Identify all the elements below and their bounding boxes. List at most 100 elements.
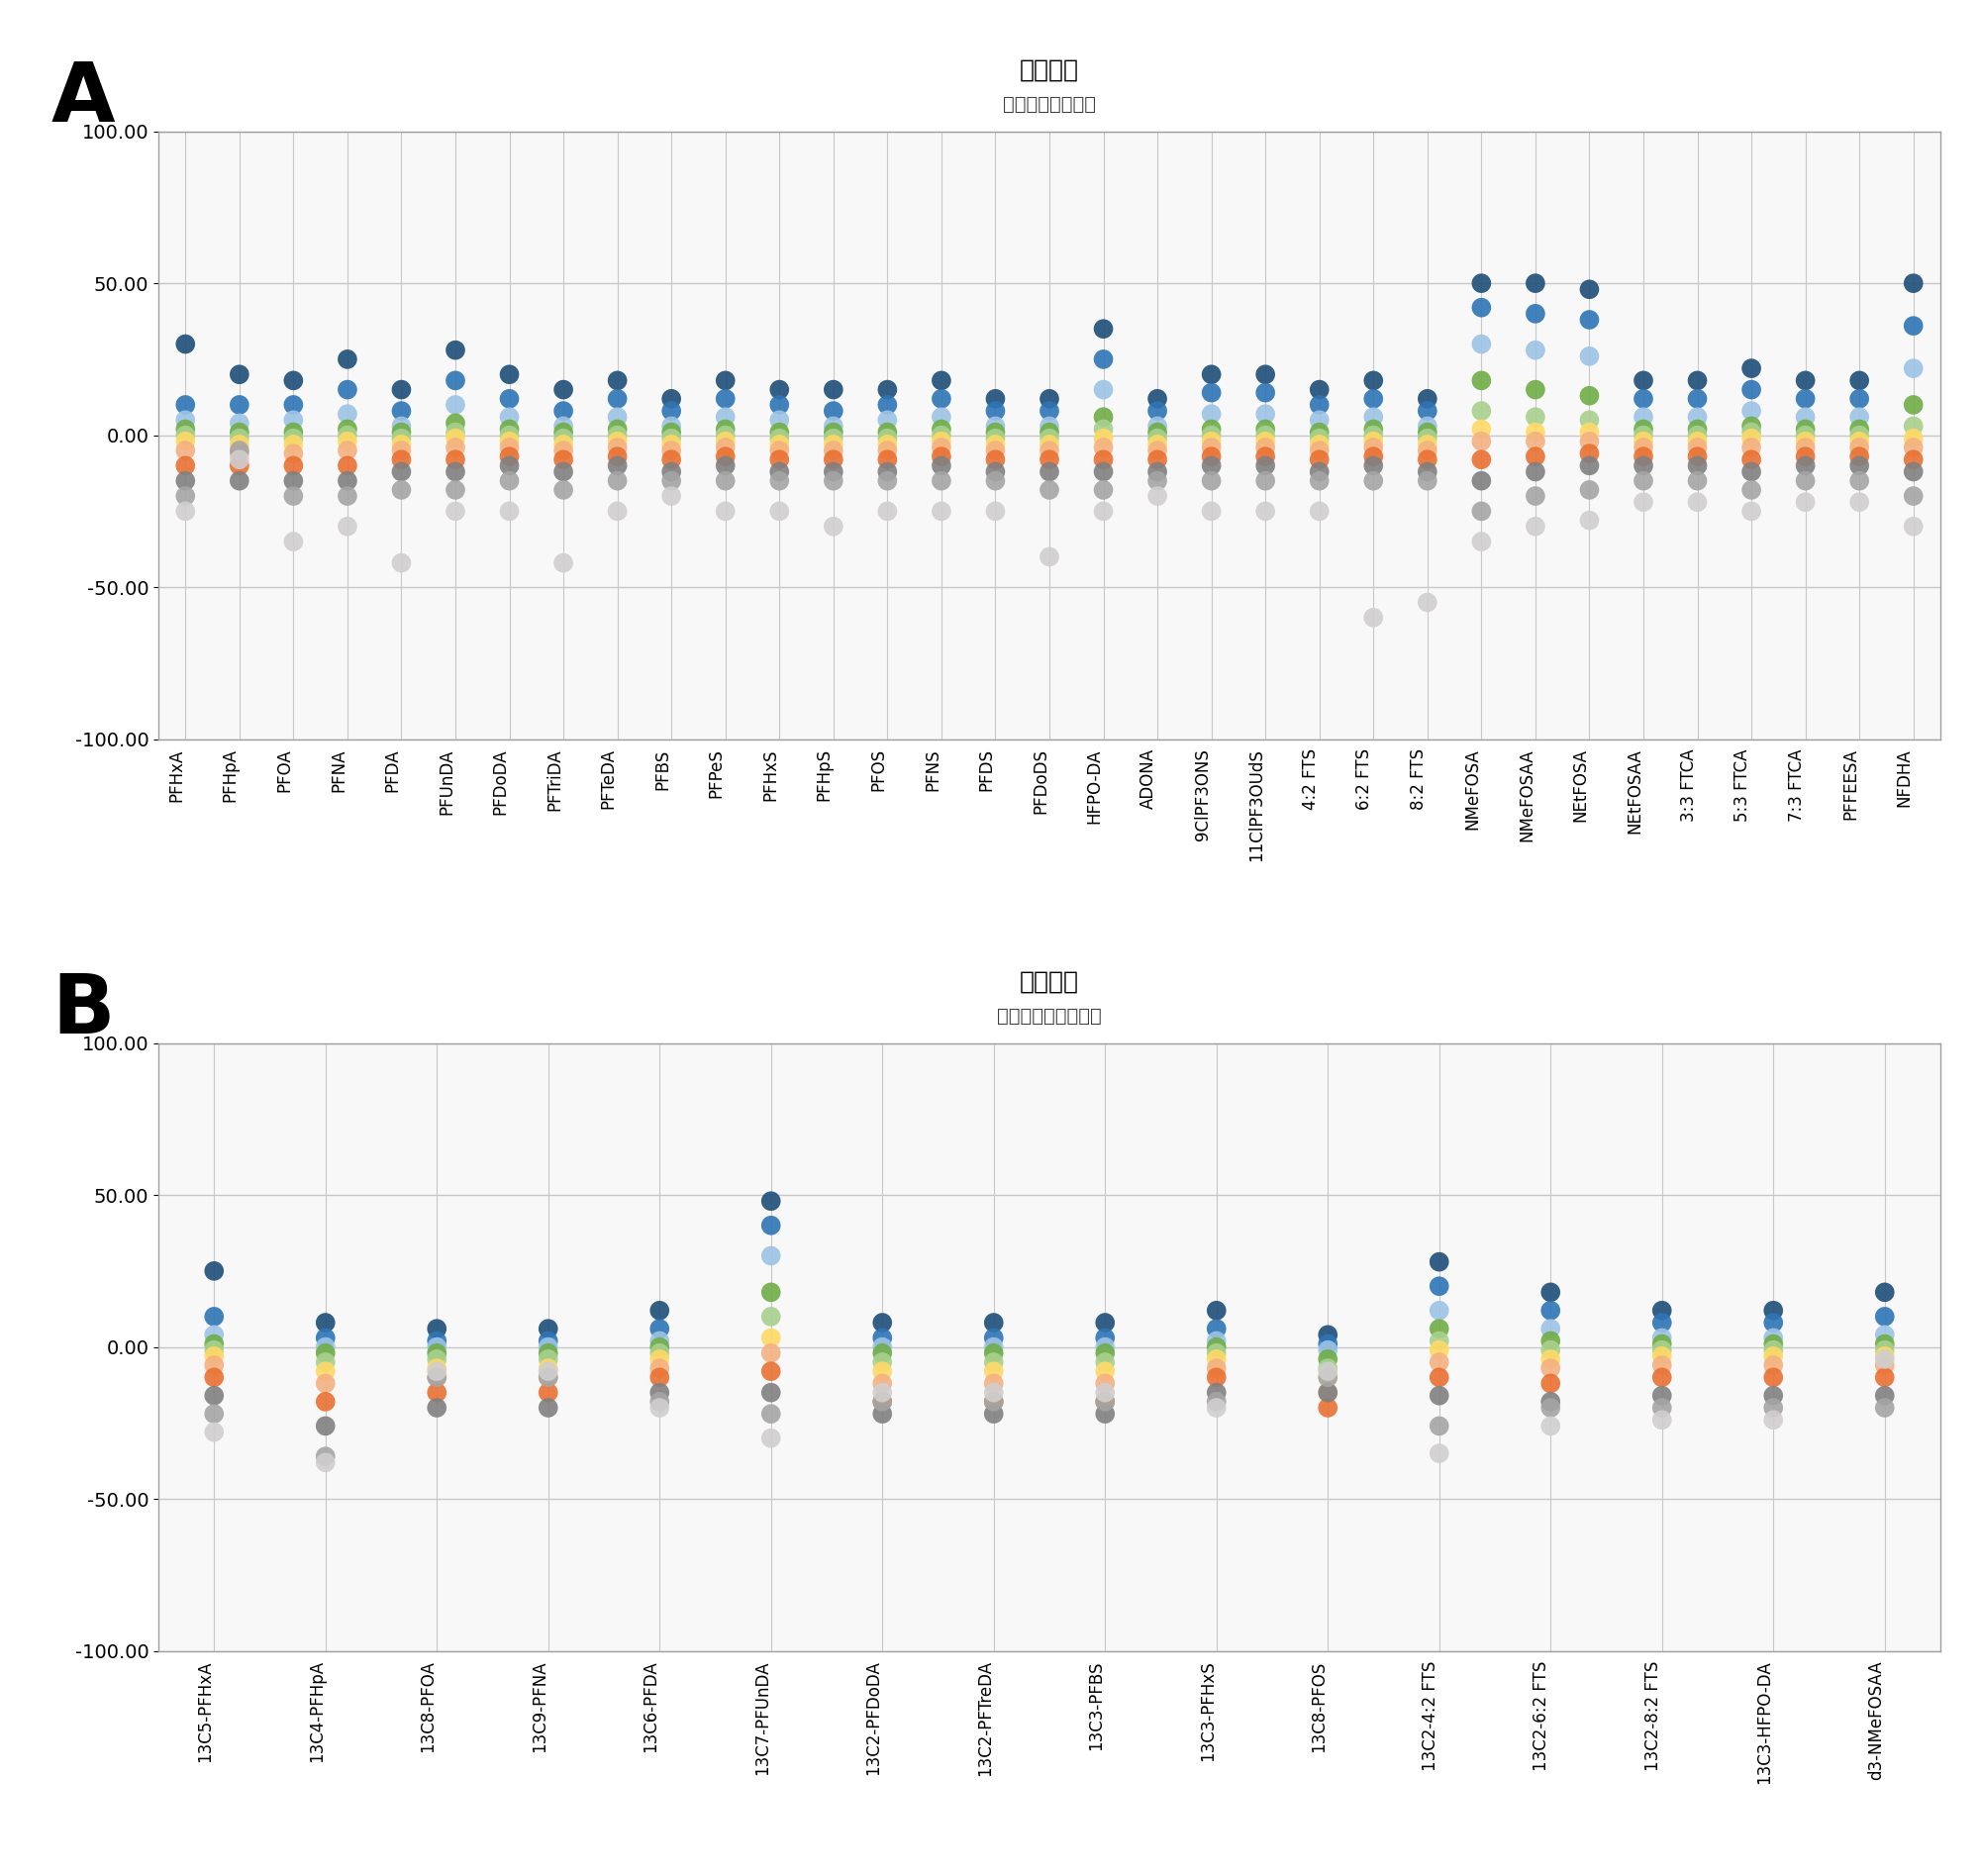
- Point: [602, 385, 634, 415]
- Point: [1303, 435, 1335, 465]
- Point: [440, 495, 471, 525]
- Point: [602, 415, 634, 445]
- Point: [1758, 1323, 1790, 1353]
- Point: [170, 450, 202, 480]
- Point: [644, 1386, 675, 1416]
- Point: [170, 435, 202, 465]
- Point: [440, 431, 471, 461]
- Point: [1200, 1362, 1232, 1392]
- Point: [1303, 416, 1335, 446]
- Point: [1087, 424, 1119, 454]
- Point: [440, 416, 471, 446]
- Point: [871, 456, 903, 486]
- Point: [440, 336, 471, 366]
- Point: [422, 1338, 453, 1368]
- Point: [422, 1343, 453, 1373]
- Point: [818, 396, 849, 426]
- Point: [871, 430, 903, 460]
- Point: [1897, 311, 1929, 341]
- Point: [1034, 542, 1065, 572]
- Point: [818, 424, 849, 454]
- Point: [1790, 415, 1822, 445]
- Point: [1087, 445, 1119, 475]
- Point: [1897, 456, 1929, 486]
- Point: [1645, 1323, 1677, 1353]
- Point: [709, 441, 741, 471]
- Point: [1034, 385, 1065, 415]
- Point: [1681, 401, 1713, 431]
- Point: [1142, 480, 1174, 510]
- Point: [978, 1347, 1010, 1377]
- Point: [1465, 366, 1497, 396]
- Point: [1534, 1353, 1566, 1383]
- Point: [1142, 416, 1174, 446]
- Point: [1196, 450, 1228, 480]
- Point: [1534, 1368, 1566, 1398]
- Point: [493, 431, 525, 461]
- Point: [1645, 1336, 1677, 1366]
- Point: [867, 1356, 899, 1386]
- Point: [709, 465, 741, 495]
- Point: [533, 1356, 564, 1386]
- Point: [1843, 415, 1875, 445]
- Point: [764, 375, 796, 405]
- Point: [644, 1362, 675, 1392]
- Point: [980, 411, 1012, 441]
- Point: [224, 465, 255, 495]
- Point: [1843, 431, 1875, 461]
- Point: [1087, 401, 1119, 431]
- Point: [1790, 465, 1822, 495]
- Point: [1412, 445, 1443, 475]
- Point: [224, 416, 255, 446]
- Point: [1412, 587, 1443, 617]
- Point: [1843, 488, 1875, 518]
- Point: [1534, 1278, 1566, 1308]
- Point: [1303, 495, 1335, 525]
- Point: [1034, 456, 1065, 486]
- Point: [871, 375, 903, 405]
- Point: [1249, 426, 1281, 456]
- Point: [198, 1257, 230, 1287]
- Point: [1303, 430, 1335, 460]
- Point: [925, 420, 956, 450]
- Point: [386, 475, 418, 505]
- Point: [533, 1362, 564, 1392]
- Point: [224, 435, 255, 465]
- Point: [1424, 1296, 1455, 1326]
- Point: [1534, 1392, 1566, 1422]
- Point: [1758, 1405, 1790, 1435]
- Point: [198, 1321, 230, 1351]
- Point: [1313, 1377, 1344, 1407]
- Point: [277, 424, 309, 454]
- Point: [655, 465, 687, 495]
- Point: [980, 430, 1012, 460]
- Point: [1736, 475, 1768, 505]
- Point: [1196, 420, 1228, 450]
- Point: [198, 1351, 230, 1381]
- Point: [602, 431, 634, 461]
- Point: [1142, 456, 1174, 486]
- Point: [655, 416, 687, 446]
- Point: [754, 1240, 786, 1270]
- Point: [331, 400, 362, 430]
- Point: [1628, 401, 1659, 431]
- Point: [764, 416, 796, 446]
- Point: [533, 1332, 564, 1362]
- Point: [818, 465, 849, 495]
- Point: [493, 360, 525, 390]
- Point: [754, 1424, 786, 1454]
- Point: [493, 465, 525, 495]
- Point: [1736, 396, 1768, 426]
- Point: [533, 1392, 564, 1422]
- Point: [1089, 1399, 1121, 1430]
- Point: [277, 430, 309, 460]
- Point: [1519, 401, 1550, 431]
- Point: [386, 416, 418, 446]
- Point: [1424, 1248, 1455, 1278]
- Point: [1628, 450, 1659, 480]
- Point: [1249, 360, 1281, 390]
- Point: [277, 366, 309, 396]
- Point: [1200, 1313, 1232, 1343]
- Point: [1758, 1341, 1790, 1371]
- Point: [1645, 1351, 1677, 1381]
